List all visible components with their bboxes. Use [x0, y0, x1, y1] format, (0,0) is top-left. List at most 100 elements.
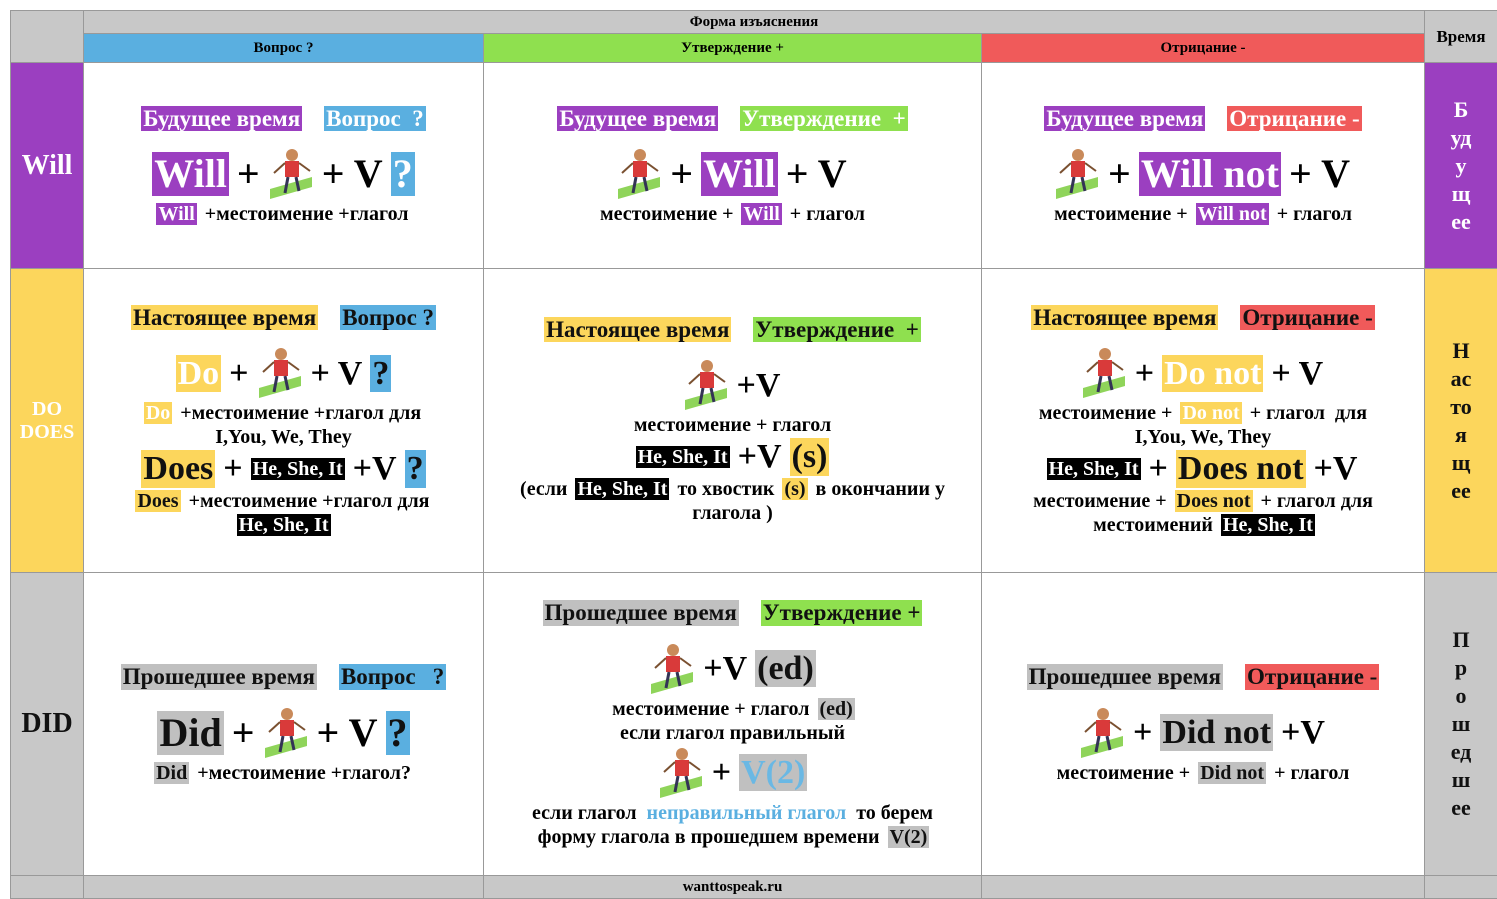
text-segment: He, She, It [250, 458, 345, 481]
footer: wanttospeak.ru [484, 876, 982, 899]
line: +V (ed) [649, 642, 816, 696]
line: Настоящее время Вопрос ? [130, 305, 437, 331]
text-segment: Отрицание - [1244, 664, 1380, 690]
text-segment: He, She, It [236, 513, 331, 536]
text-segment: Did not [1198, 761, 1267, 784]
column-header: Вопрос ? [84, 34, 484, 63]
header-title: Форма изъяснения [84, 11, 1425, 34]
line: местоимение + Will not + глагол [1052, 203, 1354, 226]
line: форму глагола в прошедшем времени V(2) [536, 825, 930, 848]
line: если глагол неправильный глагол то берем [530, 802, 935, 824]
text-segment: ? [404, 450, 426, 488]
text-segment: He, She, It [1046, 458, 1141, 481]
line: Did + + V? [157, 706, 410, 760]
text-segment: Прошедшее время [542, 600, 739, 626]
line: Does +местоимение +глагол для [135, 489, 431, 512]
line: местоимение + Did not + глагол [1055, 761, 1352, 784]
text-segment: Настоящее время [1031, 305, 1219, 331]
text-segment: +V [703, 649, 748, 687]
footer-cell [11, 876, 84, 899]
text-segment: + V [785, 151, 847, 197]
text-segment: +местоимение +глагол? [197, 761, 411, 784]
text-segment: Прошедшее время [1026, 664, 1223, 690]
text-segment: He, She, It [635, 446, 730, 469]
text-segment: + V [1289, 151, 1350, 197]
text-segment: + V [310, 354, 363, 392]
text-segment: Will not [1138, 151, 1281, 197]
text-segment: Настоящее время [544, 317, 732, 343]
line: I,You, We, They [213, 426, 354, 448]
line: + V(2) [658, 746, 808, 800]
pronoun-icon [649, 642, 695, 696]
text-segment: +V [1281, 713, 1325, 751]
text-segment: Did [157, 709, 224, 755]
text-segment: неправильный глагол [646, 801, 847, 824]
corner [11, 11, 84, 63]
pronoun-icon [683, 358, 729, 412]
text-segment: Отрицание - [1227, 105, 1362, 132]
text-segment: Отрицание - [1240, 305, 1375, 331]
cell: Настоящее время Вопрос ? Do + + V? Do +местоим… [84, 269, 484, 573]
pronoun-icon [1081, 346, 1127, 400]
row-label-text: DO [32, 397, 62, 420]
row-label-text: Will [21, 149, 73, 181]
text-segment: форму глагола в прошедшем времени [537, 825, 880, 848]
text-segment: +местоимение +глагол [204, 203, 409, 226]
line: местоимений He, She, It [1091, 513, 1315, 536]
pronoun-icon [263, 706, 309, 760]
line: I,You, We, They [1133, 426, 1274, 448]
text-segment: (ed) [755, 649, 816, 688]
line: + Will not + V [1054, 147, 1352, 201]
text-segment: (s) [782, 477, 808, 500]
pronoun-icon [1054, 147, 1100, 201]
line: +V [683, 358, 783, 412]
text-segment: + V [316, 709, 378, 755]
text-segment: в окончании у [815, 477, 945, 500]
text-segment: Did not [1160, 713, 1274, 752]
pronoun-icon [268, 147, 314, 201]
line: + Do not + V [1081, 346, 1326, 400]
text-segment: если глагол [531, 801, 637, 824]
text-segment: I,You, We, They [1134, 426, 1272, 449]
text-segment: Прошедшее время [120, 664, 317, 690]
text-segment: + [1134, 354, 1155, 392]
text-segment: Вопрос ? [340, 305, 437, 331]
text-segment: Does not [1174, 489, 1253, 512]
line: Does + He, She, It +V? [141, 450, 426, 488]
text-segment: Does not [1175, 450, 1306, 488]
text-segment: + [1148, 450, 1168, 488]
text-segment: + [670, 151, 694, 197]
text-segment: I,You, We, They [215, 426, 352, 449]
row-label: DO DOES [11, 269, 84, 573]
text-segment: Настоящее время [130, 305, 319, 331]
pronoun-icon [257, 346, 303, 400]
text-segment: + глагол для [1249, 402, 1368, 425]
line: Настоящее время Отрицание - [1031, 305, 1375, 331]
line: местоимение + Will + глагол [598, 203, 867, 226]
text-segment: то берем [856, 801, 934, 824]
text-segment: местоимение + глагол [612, 697, 810, 720]
time-label: Будущее [1425, 63, 1497, 269]
header-time: Время [1425, 11, 1497, 63]
cell: Прошедшее время Отрицание - + Did not +V мест… [982, 573, 1425, 876]
text-segment: +V [737, 438, 782, 476]
text-segment: местоимение + [1033, 489, 1167, 512]
line: Do +местоимение +глагол для [143, 402, 423, 425]
column-header: Отрицание - [982, 34, 1425, 63]
table: Форма изъяснения Время Вопрос ? Утвержде… [10, 10, 1497, 899]
line: Будущее время Вопрос ? [141, 105, 426, 132]
line: местоимение + Does not + глагол для [1031, 489, 1375, 512]
text-segment: +V [1313, 450, 1358, 488]
row-label: Will [11, 63, 84, 269]
line: местоимение + Do not + глагол для [1037, 402, 1369, 425]
footer-cell [84, 876, 484, 899]
text-segment: глагола ) [692, 501, 773, 524]
text-segment: + [223, 450, 243, 488]
text-segment: (s) [789, 438, 830, 476]
line: Будущее время Утверждение + [557, 105, 908, 132]
time-label-text: Будущее [1450, 96, 1472, 234]
text-segment: Вопрос ? [324, 105, 426, 132]
